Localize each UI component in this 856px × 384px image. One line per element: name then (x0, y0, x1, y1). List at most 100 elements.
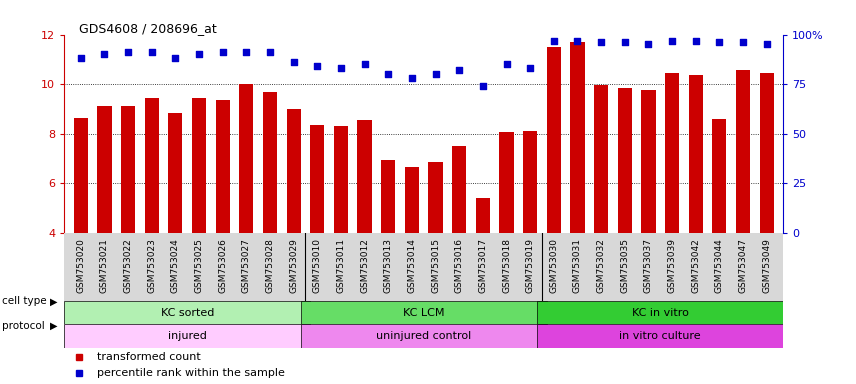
Bar (688, 75, 703, 233)
Bar (759, 73, 774, 233)
Text: GSM753012: GSM753012 (360, 238, 369, 293)
Bar (452, 146, 467, 233)
Point (689, 37, 703, 43)
Bar (570, 42, 585, 233)
Text: GSM753035: GSM753035 (621, 238, 629, 293)
Point (122, 49, 135, 55)
Text: KC LCM: KC LCM (403, 308, 444, 318)
Text: cell type: cell type (2, 296, 46, 306)
Bar (216, 100, 229, 233)
Bar (429, 162, 443, 233)
Bar (169, 113, 182, 233)
Text: GSM753049: GSM753049 (762, 238, 771, 293)
Text: GSM753027: GSM753027 (242, 238, 251, 293)
Text: ▶: ▶ (50, 321, 57, 331)
Point (500, 61, 514, 67)
Text: GDS4608 / 208696_at: GDS4608 / 208696_at (79, 22, 217, 35)
Bar (310, 125, 324, 233)
Bar (287, 109, 300, 233)
Point (216, 49, 229, 55)
Point (736, 40, 750, 46)
Bar (358, 120, 372, 233)
Bar (192, 98, 206, 233)
Bar (263, 91, 277, 233)
Bar (64, 324, 310, 348)
Bar (665, 73, 679, 233)
Text: percentile rank within the sample: percentile rank within the sample (97, 368, 284, 378)
Text: GSM753047: GSM753047 (739, 238, 747, 293)
Text: GSM753019: GSM753019 (526, 238, 535, 293)
Point (169, 55, 182, 61)
Text: GSM753026: GSM753026 (218, 238, 227, 293)
Bar (499, 132, 514, 233)
Bar (300, 324, 547, 348)
Text: GSM753025: GSM753025 (194, 238, 204, 293)
Point (618, 40, 632, 46)
Point (74, 55, 87, 61)
Bar (712, 119, 727, 233)
Bar (547, 47, 561, 233)
Text: GSM753020: GSM753020 (76, 238, 86, 293)
Bar (736, 71, 750, 233)
Text: GSM753029: GSM753029 (289, 238, 298, 293)
Bar (74, 118, 88, 233)
Bar (538, 324, 783, 348)
Text: GSM753028: GSM753028 (265, 238, 275, 293)
Text: GSM753032: GSM753032 (597, 238, 605, 293)
Text: GSM753042: GSM753042 (692, 238, 700, 293)
Bar (641, 90, 656, 233)
Point (594, 40, 608, 46)
Bar (64, 301, 310, 324)
Text: GSM753039: GSM753039 (668, 238, 676, 293)
Text: GSM753044: GSM753044 (715, 238, 724, 293)
Bar (239, 84, 253, 233)
Text: protocol: protocol (2, 321, 45, 331)
Bar (476, 198, 490, 233)
Point (287, 59, 300, 65)
Text: uninjured control: uninjured control (376, 331, 472, 341)
Text: GSM753023: GSM753023 (147, 238, 156, 293)
Bar (618, 88, 632, 233)
Text: GSM753022: GSM753022 (123, 238, 133, 293)
Text: GSM753014: GSM753014 (407, 238, 416, 293)
Bar (538, 301, 783, 324)
Text: in vitro culture: in vitro culture (620, 331, 701, 341)
Bar (300, 301, 547, 324)
Point (145, 49, 158, 55)
Point (476, 83, 490, 89)
Point (571, 37, 585, 43)
Text: GSM753030: GSM753030 (550, 238, 558, 293)
Text: transformed count: transformed count (97, 352, 200, 362)
Text: GSM753017: GSM753017 (479, 238, 487, 293)
Bar (405, 167, 419, 233)
Text: injured: injured (168, 331, 206, 341)
Point (263, 49, 276, 55)
Point (382, 71, 395, 77)
Text: GSM753021: GSM753021 (100, 238, 109, 293)
Point (547, 37, 561, 43)
Point (240, 49, 253, 55)
Point (452, 67, 466, 73)
Bar (334, 126, 348, 233)
Point (334, 65, 348, 71)
Text: GSM753016: GSM753016 (455, 238, 464, 293)
Point (192, 51, 205, 58)
Point (358, 61, 372, 67)
Point (712, 40, 726, 46)
Point (665, 37, 679, 43)
Text: GSM753013: GSM753013 (383, 238, 393, 293)
Text: GSM753010: GSM753010 (312, 238, 322, 293)
Point (98, 51, 111, 58)
Bar (121, 106, 135, 233)
Text: KC in vitro: KC in vitro (632, 308, 689, 318)
Point (641, 41, 655, 48)
Bar (523, 131, 538, 233)
Text: KC sorted: KC sorted (161, 308, 214, 318)
Text: GSM753015: GSM753015 (431, 238, 440, 293)
Point (311, 63, 324, 70)
Text: ▶: ▶ (50, 296, 57, 306)
Text: GSM753024: GSM753024 (171, 238, 180, 293)
Bar (145, 98, 159, 233)
Point (760, 41, 774, 48)
Bar (381, 160, 395, 233)
